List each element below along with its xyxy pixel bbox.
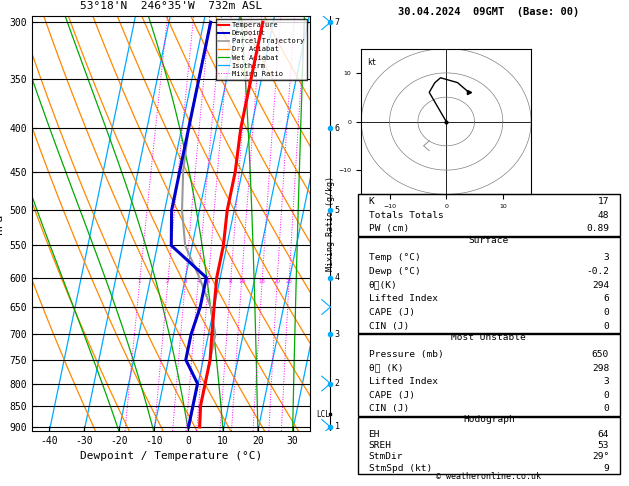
Text: 4: 4	[335, 273, 340, 282]
Text: Most Unstable: Most Unstable	[452, 333, 526, 342]
Text: SREH: SREH	[369, 441, 392, 450]
Text: 29°: 29°	[592, 452, 609, 461]
Text: 4: 4	[196, 278, 199, 284]
Text: 0: 0	[603, 322, 609, 330]
Text: 10: 10	[238, 278, 245, 284]
Text: 1: 1	[335, 422, 340, 432]
Text: 650: 650	[592, 350, 609, 359]
Text: Surface: Surface	[469, 236, 509, 245]
Text: Temp (°C): Temp (°C)	[369, 253, 420, 262]
Text: 48: 48	[598, 210, 609, 220]
Text: Dewp (°C): Dewp (°C)	[369, 267, 420, 276]
Text: 3: 3	[603, 377, 609, 386]
Text: 298: 298	[592, 364, 609, 373]
Text: 5: 5	[206, 278, 210, 284]
Text: EH: EH	[369, 430, 380, 438]
Text: 64: 64	[598, 430, 609, 438]
Text: 8: 8	[229, 278, 232, 284]
Text: CAPE (J): CAPE (J)	[369, 391, 415, 400]
Text: 6: 6	[603, 294, 609, 303]
Text: StmSpd (kt): StmSpd (kt)	[369, 464, 432, 473]
Text: Lifted Index: Lifted Index	[369, 377, 438, 386]
Text: 53: 53	[598, 441, 609, 450]
Text: 9: 9	[603, 464, 609, 473]
Text: 2: 2	[166, 278, 169, 284]
Text: -0.2: -0.2	[586, 267, 609, 276]
Text: 0.89: 0.89	[586, 225, 609, 233]
Legend: Temperature, Dewpoint, Parcel Trajectory, Dry Adiabat, Wet Adiabat, Isotherm, Mi: Temperature, Dewpoint, Parcel Trajectory…	[216, 19, 306, 80]
Text: 53°18'N  246°35'W  732m ASL: 53°18'N 246°35'W 732m ASL	[80, 1, 262, 11]
Text: 25: 25	[286, 278, 292, 284]
Text: CIN (J): CIN (J)	[369, 404, 409, 413]
Text: PW (cm): PW (cm)	[369, 225, 409, 233]
Text: 17: 17	[598, 197, 609, 206]
Y-axis label: hPa: hPa	[0, 213, 4, 234]
Text: θᴇ(K): θᴇ(K)	[369, 280, 398, 290]
Text: 0: 0	[603, 391, 609, 400]
Text: Lifted Index: Lifted Index	[369, 294, 438, 303]
Text: StmDir: StmDir	[369, 452, 403, 461]
Text: 30.04.2024  09GMT  (Base: 00): 30.04.2024 09GMT (Base: 00)	[398, 7, 579, 17]
Text: LCL: LCL	[316, 410, 330, 419]
Text: Mixing Ratio (g/kg): Mixing Ratio (g/kg)	[326, 176, 335, 271]
Text: Totals Totals: Totals Totals	[369, 210, 443, 220]
Text: 3: 3	[603, 253, 609, 262]
Text: K: K	[369, 197, 374, 206]
Text: 15: 15	[259, 278, 265, 284]
Text: 20: 20	[274, 278, 281, 284]
Text: kt: kt	[367, 58, 376, 68]
Text: Hodograph: Hodograph	[463, 416, 515, 424]
Text: 0: 0	[603, 308, 609, 317]
Text: θᴇ (K): θᴇ (K)	[369, 364, 403, 373]
Text: 7: 7	[335, 17, 340, 27]
Text: 6: 6	[335, 123, 340, 133]
Text: CIN (J): CIN (J)	[369, 322, 409, 330]
Text: 294: 294	[592, 280, 609, 290]
Text: © weatheronline.co.uk: © weatheronline.co.uk	[437, 472, 542, 481]
Text: 3: 3	[184, 278, 187, 284]
Text: 5: 5	[335, 206, 340, 215]
Text: CAPE (J): CAPE (J)	[369, 308, 415, 317]
Text: 2: 2	[335, 379, 340, 388]
Text: 3: 3	[335, 330, 340, 339]
Text: Pressure (mb): Pressure (mb)	[369, 350, 443, 359]
Text: 0: 0	[603, 404, 609, 413]
Text: 1: 1	[138, 278, 142, 284]
X-axis label: Dewpoint / Temperature (°C): Dewpoint / Temperature (°C)	[80, 451, 262, 461]
